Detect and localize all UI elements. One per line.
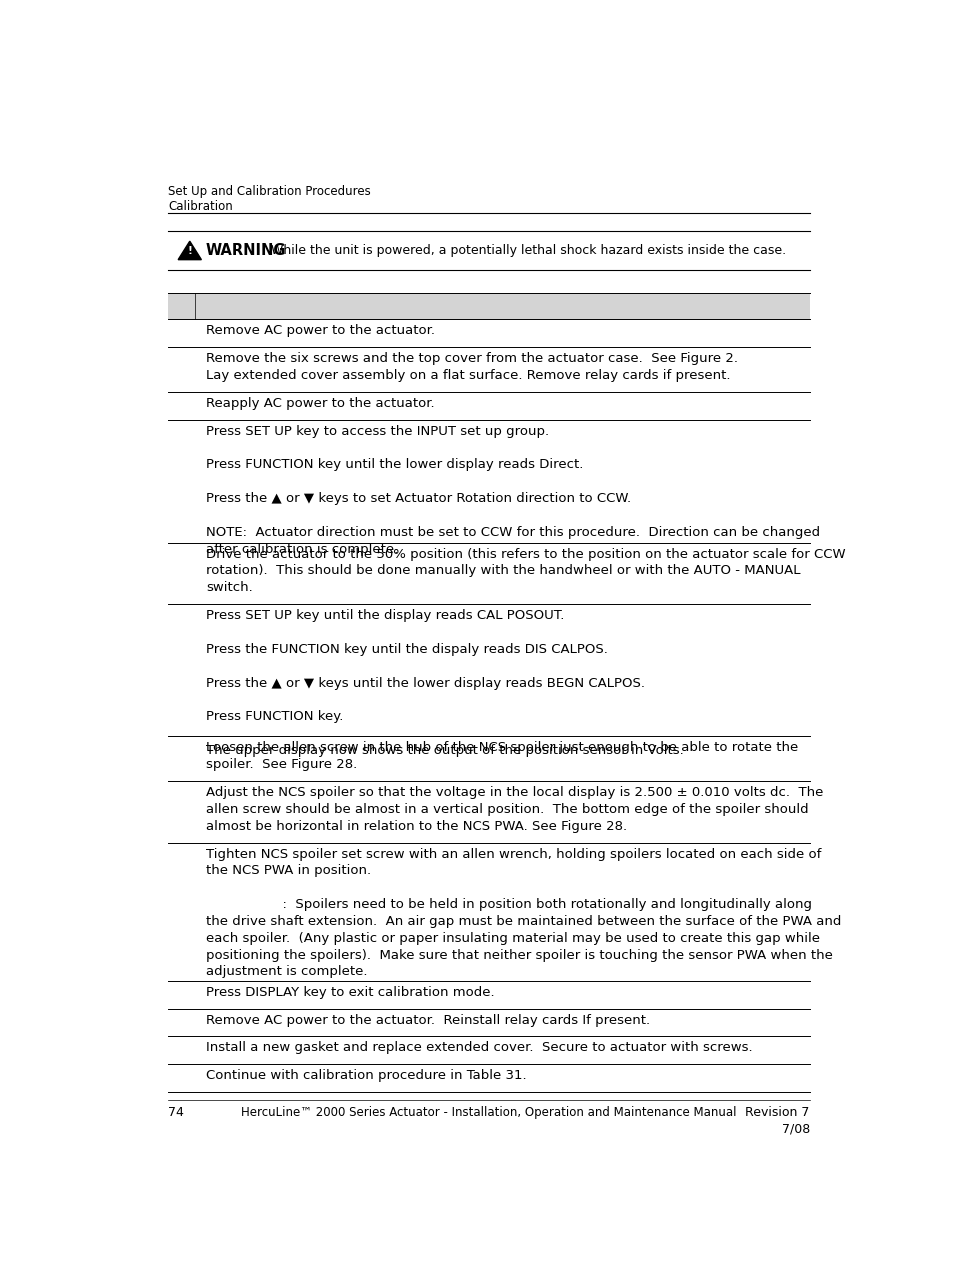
Text: Remove AC power to the actuator.  Reinstall relay cards If present.: Remove AC power to the actuator. Reinsta… <box>206 1014 650 1027</box>
Text: almost be horizontal in relation to the NCS PWA. See Figure 28.: almost be horizontal in relation to the … <box>206 819 626 833</box>
Polygon shape <box>178 242 201 259</box>
Text: switch.: switch. <box>206 581 253 594</box>
Text: :  Spoilers need to be held in position both rotationally and longitudinally alo: : Spoilers need to be held in position b… <box>206 898 811 911</box>
Text: Continue with calibration procedure in Table 31.: Continue with calibration procedure in T… <box>206 1070 526 1082</box>
Text: HercuLine™ 2000 Series Actuator - Installation, Operation and Maintenance Manual: HercuLine™ 2000 Series Actuator - Instal… <box>241 1105 736 1119</box>
Text: positioning the spoilers).  Make sure that neither spoiler is touching the senso: positioning the spoilers). Make sure tha… <box>206 949 832 962</box>
Text: Set Up and Calibration Procedures: Set Up and Calibration Procedures <box>168 184 371 198</box>
Text: Loosen the allen screw in the hub of the NCS spoiler just enough to be able to r: Loosen the allen screw in the hub of the… <box>206 742 798 754</box>
Text: WARNING: WARNING <box>205 243 286 257</box>
Text: Calibration: Calibration <box>168 201 233 214</box>
Text: Press FUNCTION key.: Press FUNCTION key. <box>206 710 343 724</box>
Text: Remove the six screws and the top cover from the actuator case.  See Figure 2.: Remove the six screws and the top cover … <box>206 352 738 365</box>
Text: Drive the actuator to the 50% position (this refers to the position on the actua: Drive the actuator to the 50% position (… <box>206 548 844 561</box>
Text: Adjust the NCS spoiler so that the voltage in the local display is 2.500 ± 0.010: Adjust the NCS spoiler so that the volta… <box>206 786 822 799</box>
Text: 74: 74 <box>168 1105 184 1119</box>
Text: Press DISPLAY key to exit calibration mode.: Press DISPLAY key to exit calibration mo… <box>206 986 495 999</box>
Text: adjustment is complete.: adjustment is complete. <box>206 965 367 978</box>
Text: Press the FUNCTION key until the dispaly reads DIS CALPOS.: Press the FUNCTION key until the dispaly… <box>206 642 607 656</box>
Text: the NCS PWA in position.: the NCS PWA in position. <box>206 865 371 878</box>
Text: !: ! <box>187 245 192 256</box>
Text: spoiler.  See Figure 28.: spoiler. See Figure 28. <box>206 758 357 771</box>
Text: The upper display now shows the output of the position sensor in Volts.: The upper display now shows the output o… <box>206 744 683 757</box>
Text: Install a new gasket and replace extended cover.  Secure to actuator with screws: Install a new gasket and replace extende… <box>206 1042 752 1054</box>
Text: Lay extended cover assembly on a flat surface. Remove relay cards if present.: Lay extended cover assembly on a flat su… <box>206 369 730 382</box>
Text: Press the ▲ or ▼ keys until the lower display reads BEGN CALPOS.: Press the ▲ or ▼ keys until the lower di… <box>206 677 644 689</box>
Text: Reapply AC power to the actuator.: Reapply AC power to the actuator. <box>206 397 435 410</box>
Text: the drive shaft extension.  An air gap must be maintained between the surface of: the drive shaft extension. An air gap mu… <box>206 915 841 929</box>
Text: after calibration is complete.: after calibration is complete. <box>206 543 398 556</box>
Text: Press SET UP key until the display reads CAL POSOUT.: Press SET UP key until the display reads… <box>206 609 564 622</box>
Text: Revision 7: Revision 7 <box>744 1105 809 1119</box>
Bar <box>168 293 809 319</box>
Text: NOTE:  Actuator direction must be set to CCW for this procedure.  Direction can : NOTE: Actuator direction must be set to … <box>206 525 820 539</box>
Text: Press FUNCTION key until the lower display reads Direct.: Press FUNCTION key until the lower displ… <box>206 458 583 472</box>
Text: each spoiler.  (Any plastic or paper insulating material may be used to create t: each spoiler. (Any plastic or paper insu… <box>206 932 820 945</box>
Text: rotation).  This should be done manually with the handwheel or with the AUTO - M: rotation). This should be done manually … <box>206 565 800 577</box>
Text: Press the ▲ or ▼ keys to set Actuator Rotation direction to CCW.: Press the ▲ or ▼ keys to set Actuator Ro… <box>206 492 631 505</box>
Text: Remove AC power to the actuator.: Remove AC power to the actuator. <box>206 324 435 337</box>
Text: While the unit is powered, a potentially lethal shock hazard exists inside the c: While the unit is powered, a potentially… <box>271 244 785 257</box>
Text: allen screw should be almost in a vertical position.  The bottom edge of the spo: allen screw should be almost in a vertic… <box>206 803 808 815</box>
Text: Tighten NCS spoiler set screw with an allen wrench, holding spoilers located on : Tighten NCS spoiler set screw with an al… <box>206 847 821 861</box>
Text: Press SET UP key to access the INPUT set up group.: Press SET UP key to access the INPUT set… <box>206 425 549 438</box>
Text: 7/08: 7/08 <box>781 1123 809 1136</box>
